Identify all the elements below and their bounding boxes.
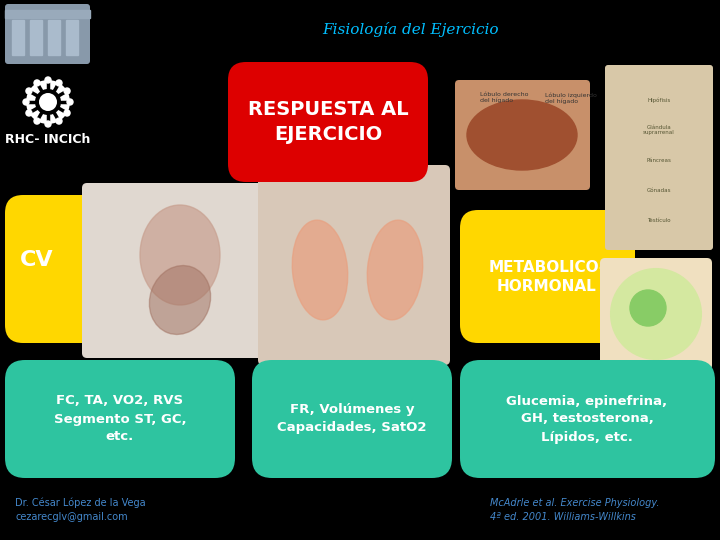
Text: Dr. César López de la Vega
cezarecglv@gmail.com: Dr. César López de la Vega cezarecglv@gm… <box>15 498 145 523</box>
Bar <box>30 20 42 55</box>
Circle shape <box>23 99 29 105</box>
FancyBboxPatch shape <box>252 360 452 478</box>
Text: McAdrle et al. Exercise Physiology.
4ª ed. 2001. Williams-Willkins: McAdrle et al. Exercise Physiology. 4ª e… <box>490 498 660 522</box>
FancyBboxPatch shape <box>460 360 715 478</box>
FancyBboxPatch shape <box>228 62 428 182</box>
Text: Páncreas: Páncreas <box>647 158 672 163</box>
Text: Fisiología del Ejercicio: Fisiología del Ejercicio <box>322 22 499 37</box>
FancyBboxPatch shape <box>460 210 635 343</box>
Bar <box>66 20 78 55</box>
Circle shape <box>56 80 62 86</box>
Circle shape <box>56 118 62 124</box>
Circle shape <box>26 88 32 94</box>
Text: Gónadas: Gónadas <box>647 187 671 192</box>
Text: Testículo: Testículo <box>647 218 671 222</box>
Circle shape <box>34 118 40 124</box>
FancyBboxPatch shape <box>455 80 590 190</box>
Circle shape <box>35 89 61 115</box>
FancyBboxPatch shape <box>258 165 450 365</box>
Ellipse shape <box>467 100 577 170</box>
Circle shape <box>64 88 70 94</box>
Ellipse shape <box>140 205 220 305</box>
Bar <box>48 20 60 55</box>
Text: Hipófisis: Hipófisis <box>647 97 670 103</box>
Circle shape <box>64 110 70 116</box>
Text: Lóbulo izquierdo
del hígado: Lóbulo izquierdo del hígado <box>545 92 597 104</box>
Text: RESPUESTA AL
EJERCICIO: RESPUESTA AL EJERCICIO <box>248 100 408 144</box>
Ellipse shape <box>367 220 423 320</box>
Bar <box>12 20 24 55</box>
FancyBboxPatch shape <box>605 65 713 250</box>
FancyBboxPatch shape <box>5 360 235 478</box>
Text: Glándula
suprarrenal: Glándula suprarrenal <box>643 125 675 136</box>
Circle shape <box>26 80 70 124</box>
Circle shape <box>67 99 73 105</box>
Text: METABOLICO-
HORMONAL: METABOLICO- HORMONAL <box>488 260 606 294</box>
Bar <box>5 10 90 18</box>
FancyBboxPatch shape <box>252 195 414 343</box>
Text: CV: CV <box>20 250 53 270</box>
Text: Glucemia, epinefrina,
GH, testosterona,
Lípidos, etc.: Glucemia, epinefrina, GH, testosterona, … <box>506 395 667 443</box>
Circle shape <box>611 269 701 359</box>
Circle shape <box>39 93 57 111</box>
Ellipse shape <box>292 220 348 320</box>
Text: Lóbulo derecho
del hígado: Lóbulo derecho del hígado <box>480 92 528 103</box>
FancyBboxPatch shape <box>5 195 160 343</box>
FancyBboxPatch shape <box>82 183 277 358</box>
FancyBboxPatch shape <box>5 4 90 64</box>
Text: RHC- INCICh: RHC- INCICh <box>5 133 91 146</box>
Ellipse shape <box>149 266 211 334</box>
Text: FR, Volúmenes y
Capacidades, SatO2: FR, Volúmenes y Capacidades, SatO2 <box>277 403 427 435</box>
Circle shape <box>630 290 666 326</box>
Text: FC, TA, VO2, RVS
Segmento ST, GC,
etc.: FC, TA, VO2, RVS Segmento ST, GC, etc. <box>54 395 186 443</box>
Circle shape <box>45 77 51 83</box>
Circle shape <box>34 80 40 86</box>
Circle shape <box>26 110 32 116</box>
Circle shape <box>45 121 51 127</box>
FancyBboxPatch shape <box>600 258 712 370</box>
